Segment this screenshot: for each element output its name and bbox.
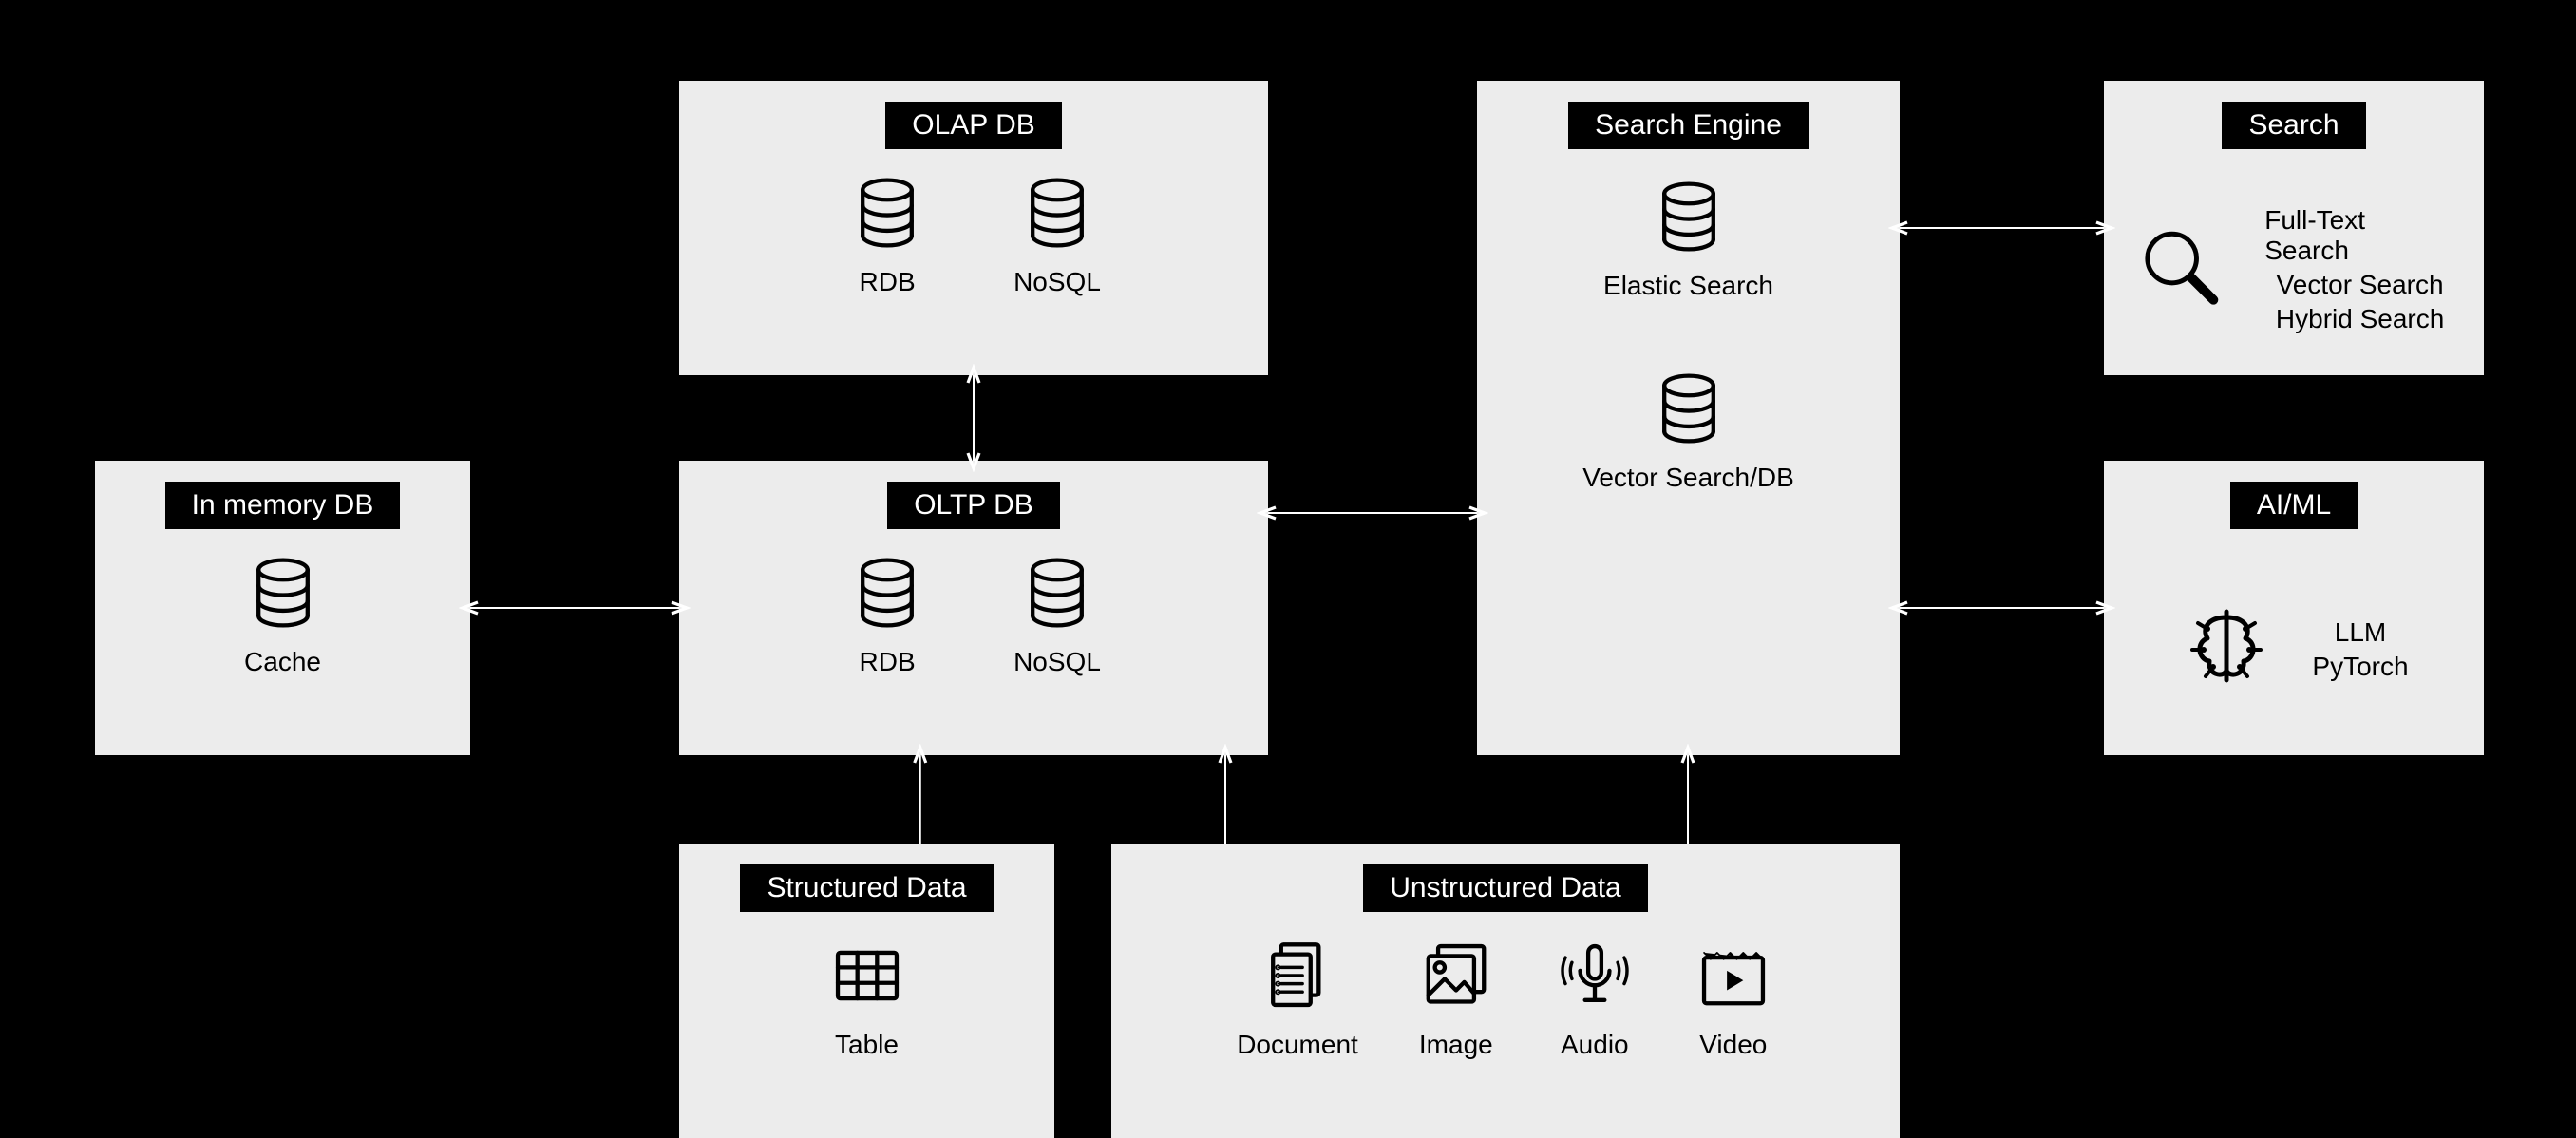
line-aiml-0: LLM	[2335, 617, 2386, 648]
item-structured-0: Table	[826, 935, 908, 1060]
item-label-oltp-1: NoSQL	[1013, 647, 1101, 677]
database-icon	[242, 552, 324, 634]
panel-items-oltp: RDB NoSQL	[679, 546, 1268, 755]
panel-title-structured: Structured Data	[740, 864, 993, 912]
item-label-structured-0: Table	[835, 1030, 899, 1060]
panel-body-search: Full-Text Search Vector Search Hybrid Sear…	[2104, 166, 2484, 375]
line-aiml-1: PyTorch	[2312, 652, 2408, 682]
stack-item-search_engine-0: Elastic Search	[1603, 176, 1773, 301]
item-label-unstructured-0: Document	[1237, 1030, 1358, 1060]
panel-search_engine: Search Engine Elastic Search Vector Search…	[1477, 81, 1900, 755]
panel-unstructured: Unstructured Data Document Image Audio Video	[1111, 844, 1900, 1138]
item-label-unstructured-2: Audio	[1561, 1030, 1629, 1060]
panel-items-structured: Table	[679, 929, 1054, 1138]
item-unstructured-0: Document	[1237, 935, 1358, 1060]
database-icon	[846, 552, 928, 634]
item-unstructured-2: Audio	[1554, 935, 1636, 1060]
brain-icon	[2179, 598, 2274, 693]
panel-title-inmem: In memory DB	[165, 482, 401, 529]
panel-title-search_engine: Search Engine	[1568, 102, 1809, 149]
item-unstructured-1: Image	[1415, 935, 1497, 1060]
item-label-olap-0: RDB	[860, 267, 916, 297]
database-icon	[1016, 172, 1098, 254]
stack-item-search_engine-1: Vector Search/DB	[1582, 368, 1794, 493]
panel-items-unstructured: Document Image Audio Video	[1111, 929, 1900, 1138]
line-search-2: Hybrid Search	[2276, 304, 2444, 334]
image-icon	[1415, 935, 1497, 1016]
item-olap-0: RDB	[846, 172, 928, 297]
database-icon	[1648, 368, 1730, 449]
panel-search: Search Full-Text Search Vector Search Hybri…	[2104, 81, 2484, 375]
audio-icon	[1554, 935, 1636, 1016]
stack-label-search_engine-1: Vector Search/DB	[1582, 463, 1794, 493]
panel-structured: Structured Data Table	[679, 844, 1054, 1138]
panel-oltp: OLTP DB RDB NoSQL	[679, 461, 1268, 755]
panel-body-aiml: LLM PyTorch	[2150, 546, 2436, 755]
panel-stack-search_engine: Elastic Search Vector Search/DB	[1582, 166, 1794, 755]
panel-olap: OLAP DB RDB NoSQL	[679, 81, 1268, 375]
panel-aiml: AI/ML LLM PyTorch	[2104, 461, 2484, 755]
panel-inmem: In memory DB Cache	[95, 461, 470, 755]
magnifier-icon	[2132, 218, 2226, 313]
item-label-unstructured-1: Image	[1419, 1030, 1493, 1060]
panel-title-search: Search	[2222, 102, 2365, 149]
panel-items-inmem: Cache	[95, 546, 470, 755]
item-unstructured-3: Video	[1693, 935, 1774, 1060]
database-icon	[1016, 552, 1098, 634]
panel-title-oltp: OLTP DB	[887, 482, 1060, 529]
video-icon	[1693, 935, 1774, 1016]
item-label-inmem-0: Cache	[244, 647, 321, 677]
stack-label-search_engine-0: Elastic Search	[1603, 271, 1773, 301]
panel-lines-search: Full-Text Search Vector Search Hybrid Sear…	[2264, 198, 2455, 334]
panel-lines-aiml: LLM PyTorch	[2312, 610, 2408, 682]
document-icon	[1257, 935, 1338, 1016]
line-search-1: Vector Search	[2277, 270, 2444, 300]
table-icon	[826, 935, 908, 1016]
item-oltp-1: NoSQL	[1013, 552, 1101, 677]
line-search-0: Full-Text Search	[2264, 205, 2455, 266]
panel-title-aiml: AI/ML	[2230, 482, 2358, 529]
item-olap-1: NoSQL	[1013, 172, 1101, 297]
item-oltp-0: RDB	[846, 552, 928, 677]
panel-title-unstructured: Unstructured Data	[1363, 864, 1647, 912]
item-label-olap-1: NoSQL	[1013, 267, 1101, 297]
item-label-oltp-0: RDB	[860, 647, 916, 677]
database-icon	[846, 172, 928, 254]
item-inmem-0: Cache	[242, 552, 324, 677]
database-icon	[1648, 176, 1730, 257]
panel-title-olap: OLAP DB	[885, 102, 1062, 149]
panel-items-olap: RDB NoSQL	[679, 166, 1268, 375]
item-label-unstructured-3: Video	[1699, 1030, 1767, 1060]
